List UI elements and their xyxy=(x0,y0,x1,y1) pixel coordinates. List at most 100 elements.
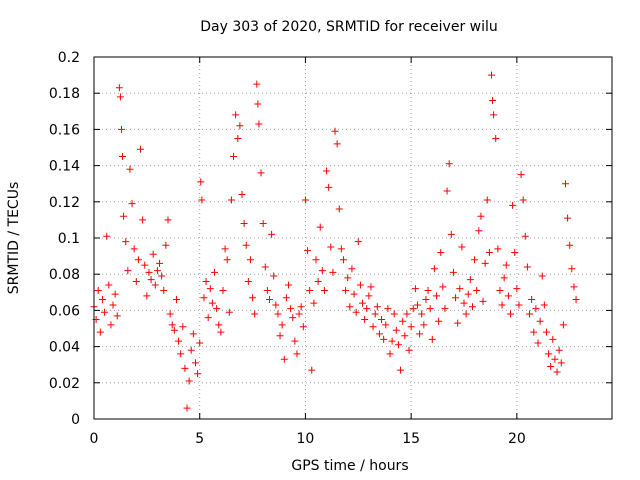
data-point xyxy=(301,196,309,204)
data-point xyxy=(561,180,569,188)
data-point xyxy=(197,178,205,186)
data-point xyxy=(361,315,369,323)
data-point xyxy=(179,323,187,331)
data-point xyxy=(454,319,462,327)
data-point xyxy=(485,248,493,256)
data-point xyxy=(134,256,142,264)
data-point xyxy=(327,243,335,251)
data-point xyxy=(468,303,476,311)
data-point xyxy=(504,292,512,300)
data-point xyxy=(141,261,149,269)
data-point xyxy=(568,265,576,273)
data-point xyxy=(437,248,445,256)
x-tick-label: 10 xyxy=(297,431,315,447)
data-point xyxy=(221,245,229,253)
data-point xyxy=(202,277,210,285)
data-point xyxy=(304,247,312,255)
data-point xyxy=(500,274,508,282)
data-point xyxy=(382,321,390,329)
data-point xyxy=(521,232,529,240)
data-point xyxy=(105,281,113,289)
data-point xyxy=(289,314,297,322)
data-point xyxy=(420,321,428,329)
data-point xyxy=(291,337,299,345)
data-point xyxy=(259,220,267,228)
data-point xyxy=(337,245,345,253)
data-point xyxy=(513,285,521,293)
data-point xyxy=(509,201,517,209)
data-point xyxy=(354,238,362,246)
data-point xyxy=(280,355,288,363)
data-point xyxy=(103,232,111,240)
data-point xyxy=(384,305,392,313)
data-point xyxy=(483,196,491,204)
data-point xyxy=(433,292,441,300)
y-tick-label: 0.2 xyxy=(58,50,80,66)
data-point xyxy=(390,310,398,318)
data-point xyxy=(254,100,262,108)
data-point xyxy=(318,267,326,275)
data-point xyxy=(151,281,159,289)
data-point xyxy=(166,310,174,318)
x-tick-label: 20 xyxy=(508,431,526,447)
data-point xyxy=(153,267,161,275)
data-point xyxy=(511,248,519,256)
data-point xyxy=(545,350,553,358)
data-point xyxy=(149,250,157,258)
data-point xyxy=(380,335,388,343)
data-point xyxy=(310,299,318,307)
data-point xyxy=(137,145,145,153)
data-point xyxy=(204,314,212,322)
data-point xyxy=(555,346,563,354)
data-point xyxy=(494,245,502,253)
data-point xyxy=(115,84,123,92)
data-point xyxy=(156,259,164,267)
data-point xyxy=(452,294,460,302)
data-point xyxy=(206,285,214,293)
data-point xyxy=(246,256,254,264)
data-point xyxy=(392,326,400,334)
data-point xyxy=(449,268,457,276)
data-point xyxy=(356,281,364,289)
data-point xyxy=(441,305,449,313)
data-point xyxy=(191,359,199,367)
data-point xyxy=(297,303,305,311)
data-point xyxy=(458,243,466,251)
data-point xyxy=(394,341,402,349)
data-point xyxy=(428,335,436,343)
y-tick-label: 0.14 xyxy=(49,159,80,175)
data-point xyxy=(126,165,134,173)
data-point xyxy=(211,268,219,276)
data-point xyxy=(225,308,233,316)
y-tick-label: 0.1 xyxy=(58,231,80,247)
data-point xyxy=(158,272,166,280)
data-point xyxy=(540,301,548,309)
y-tick-label: 0.08 xyxy=(49,267,80,283)
data-point xyxy=(147,276,155,284)
data-point xyxy=(405,346,413,354)
data-point xyxy=(200,294,208,302)
data-point xyxy=(481,259,489,267)
data-point xyxy=(329,268,337,276)
data-point xyxy=(187,346,195,354)
data-point xyxy=(314,277,322,285)
data-point xyxy=(162,241,170,249)
data-point xyxy=(253,80,261,88)
data-point xyxy=(435,317,443,325)
data-point xyxy=(339,256,347,264)
data-point xyxy=(270,272,278,280)
data-point xyxy=(249,294,257,302)
data-point xyxy=(473,286,481,294)
chart-title: Day 303 of 2020, SRMTID for receiver wil… xyxy=(200,19,498,35)
tick-labels: 0 0.02 0.04 0.06 0.08 0.1 0.12 0.14 0.16 0.18 0.2 0… xyxy=(49,50,526,447)
data-point xyxy=(462,310,470,318)
x-tick-label: 15 xyxy=(402,431,420,447)
data-point xyxy=(98,296,106,304)
data-point xyxy=(369,323,377,331)
data-point xyxy=(189,330,197,338)
data-point xyxy=(164,216,172,224)
data-point xyxy=(350,290,358,298)
data-point xyxy=(236,122,244,130)
data-point xyxy=(323,167,331,175)
